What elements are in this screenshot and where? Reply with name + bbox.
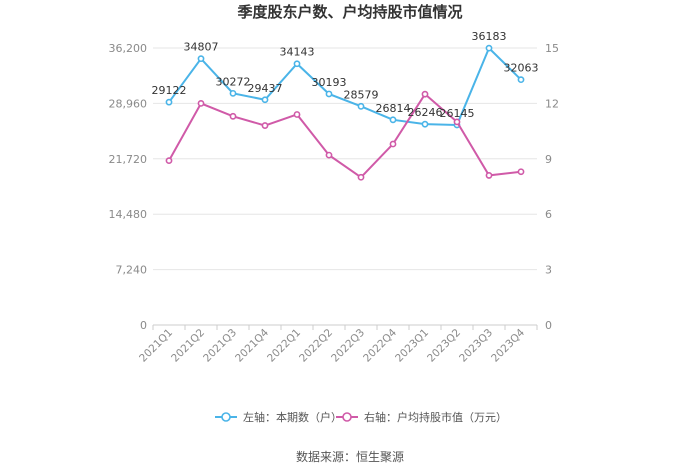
right-tick-label: 3 [545,264,552,277]
legend-marker-1 [221,412,231,422]
right-tick-label: 6 [545,208,552,221]
series-2-point [389,140,397,148]
data-label: 36183 [472,30,507,43]
right-axis-ticks: 0 3 6 9 12 15 [545,42,559,332]
left-tick-label: 14,480 [109,208,148,221]
series-2-point [453,118,461,126]
x-tick-label: 2023Q3 [457,327,495,365]
data-label: 26145 [440,107,475,120]
series-2-point [485,172,493,179]
data-source: 数据来源：恒生聚源 [296,449,404,464]
left-tick-label: 7,240 [116,264,148,277]
data-label: 26246 [408,106,443,119]
series-2-point [357,173,365,181]
right-tick-label: 12 [545,97,559,110]
series-2-point [421,90,429,98]
right-tick-label: 0 [545,319,552,332]
x-tick-label: 2021Q3 [201,327,239,365]
left-tick-label: 21,720 [109,153,148,166]
legend-label-1: 左轴：本期数（户） [243,410,342,424]
x-tick-label: 2022Q4 [361,326,399,364]
data-label: 30193 [312,76,347,89]
chart-title: 季度股东户数、户均持股市值情况 [237,3,462,21]
right-tick-label: 9 [545,153,552,166]
series-1-point [517,76,525,84]
series-1-point [421,120,429,128]
series-1-point [165,98,173,106]
data-label: 34807 [184,41,219,54]
x-tick-label: 2021Q1 [137,327,175,365]
series-2-point [293,111,301,118]
left-axis-ticks: 0 7,240 14,480 21,720 28,960 36,200 [109,42,148,332]
series-1-point [357,102,365,110]
series-2-point [261,122,269,129]
series-2-point [229,112,237,120]
series-line-2 [168,92,522,179]
left-tick-label: 36,200 [109,42,148,55]
x-tick-label: 2023Q4 [489,326,527,364]
legend-marker-2 [342,412,352,422]
right-tick-label: 15 [545,42,559,55]
data-label: 34143 [280,46,315,59]
series-2-point [517,168,525,176]
x-axis-ticks: 2021Q12021Q22021Q32021Q42022Q12022Q22022… [137,325,538,365]
x-tick-label: 2021Q2 [169,327,207,365]
legend[interactable]: 左轴：本期数（户） 右轴：户均持股市值（万元） [215,410,507,424]
series-group [165,44,525,181]
series-1-point [485,44,493,52]
series-2-point [197,100,205,107]
series-1-point [261,96,269,104]
series-2-point [165,157,173,165]
data-label: 29437 [248,82,283,95]
legend-label-2: 右轴：户均持股市值（万元） [364,410,507,424]
series-2-point [325,151,333,159]
data-label: 32063 [504,62,539,75]
data-label: 29122 [152,84,187,97]
series-1-point [389,116,397,124]
x-tick-label: 2023Q1 [393,327,431,365]
left-tick-label: 28,960 [109,97,148,110]
data-label: 26814 [376,102,411,115]
series-1-point [229,89,237,97]
left-tick-label: 0 [140,319,147,332]
data-label: 30272 [216,75,251,88]
series-1-point [293,60,301,68]
x-tick-label: 2022Q1 [265,327,303,365]
series-1-point [325,90,333,98]
data-label: 28579 [344,88,379,101]
x-tick-label: 2023Q2 [425,327,463,365]
x-tick-label: 2022Q3 [329,327,367,365]
series-line-1 [168,46,522,126]
series-1-point [197,55,205,63]
x-tick-label: 2021Q4 [233,326,271,364]
x-tick-label: 2022Q2 [297,327,335,365]
